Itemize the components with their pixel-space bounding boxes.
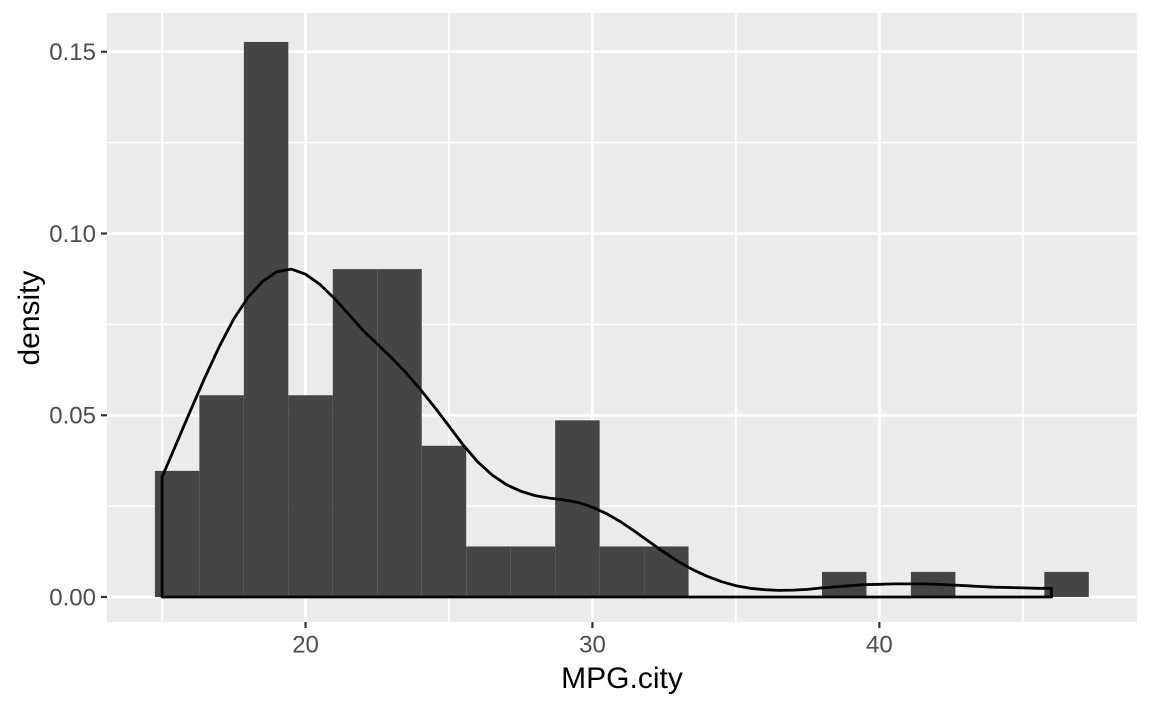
histogram-bar (199, 395, 244, 597)
x-tick-label: 40 (866, 632, 893, 659)
y-tick-label: 0.15 (49, 39, 96, 66)
y-tick-label: 0.00 (49, 584, 96, 611)
histogram-bar (466, 546, 511, 597)
y-tick-label: 0.05 (49, 403, 96, 430)
histogram-bar (555, 420, 600, 597)
y-axis-title: density (13, 270, 46, 366)
histogram-bar (288, 395, 333, 597)
y-tick-label: 0.10 (49, 221, 96, 248)
histogram-bar (377, 269, 422, 597)
x-tick-label: 20 (292, 632, 319, 659)
x-axis-title: MPG.city (561, 662, 683, 695)
histogram-bar (243, 41, 289, 597)
histogram-bar (332, 269, 378, 597)
x-tick-label: 30 (579, 632, 606, 659)
histogram-bar (421, 445, 467, 597)
histogram-bar (510, 546, 556, 597)
density-curve (160, 267, 1053, 599)
histogram-bar (599, 546, 645, 597)
